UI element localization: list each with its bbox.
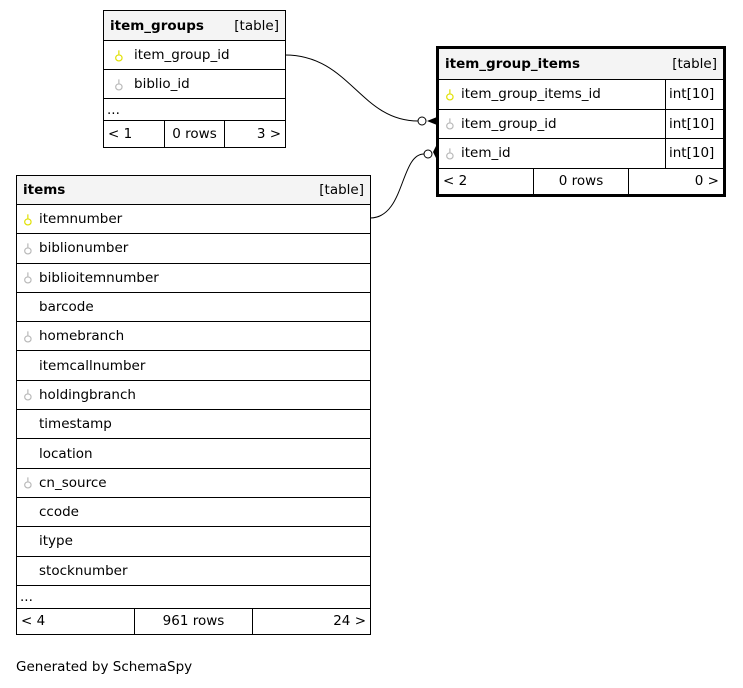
edge-optional-marker xyxy=(417,116,427,126)
primary-key-icon: ⚲ xyxy=(23,211,33,227)
foreign-key-icon: ⚲ xyxy=(114,76,124,92)
foreign-key-icon: ⚲ xyxy=(23,270,33,286)
more-columns[interactable]: ... xyxy=(104,99,285,121)
foreign-key-icon: ⚲ xyxy=(23,328,33,344)
column-name: item_group_id xyxy=(134,47,230,63)
table-kind: [table] xyxy=(319,182,364,198)
column-row[interactable]: barcode xyxy=(17,293,370,323)
foreign-key-icon: ⚲ xyxy=(445,145,455,161)
foreign-key-icon: ⚲ xyxy=(23,387,33,403)
column-name: biblio_id xyxy=(134,76,190,92)
table-footer: < 2 0 rows 0 > xyxy=(439,168,723,194)
column-name: item_group_id xyxy=(461,115,557,132)
column-row[interactable]: ⚲ biblionumber xyxy=(17,234,370,264)
column-name: location xyxy=(39,445,93,462)
column-name: itype xyxy=(39,533,73,550)
column-row[interactable]: ⚲ item_group_items_id int[10] xyxy=(439,80,723,110)
column-row[interactable]: ⚲ item_id int[10] xyxy=(439,139,723,169)
foreign-key-icon: ⚲ xyxy=(23,475,33,491)
parents-count[interactable]: < 1 xyxy=(108,126,133,142)
table-footer: < 1 0 rows 3 > xyxy=(104,121,285,147)
column-row[interactable]: itemcallnumber xyxy=(17,351,370,381)
column-type: int[10] xyxy=(665,80,723,109)
column-row[interactable]: ⚲ item_group_id xyxy=(104,41,285,70)
table-footer: < 4 961 rows 24 > xyxy=(17,608,370,634)
edge-crowfoot-marker xyxy=(427,117,437,125)
column-row[interactable]: itype xyxy=(17,527,370,557)
column-name: item_group_items_id xyxy=(461,86,601,103)
table-kind: [table] xyxy=(234,17,279,34)
edge-items-to-item-group-items xyxy=(369,153,425,219)
column-name: holdingbranch xyxy=(39,386,136,403)
column-name: biblioitemnumber xyxy=(39,269,159,286)
column-name: item_id xyxy=(461,145,511,162)
edge-item-groups-to-item-group-items xyxy=(284,54,419,122)
column-row[interactable]: location xyxy=(17,439,370,469)
column-row[interactable]: ⚲ item_group_id int[10] xyxy=(439,109,723,139)
primary-key-icon: ⚲ xyxy=(445,86,455,102)
table-item-groups[interactable]: item_groups [table] ⚲ item_group_id ⚲ biblio_… xyxy=(103,10,286,148)
column-name: ccode xyxy=(39,504,79,521)
table-name[interactable]: item_group_items xyxy=(445,56,581,72)
column-row[interactable]: ⚲ homebranch xyxy=(17,322,370,352)
column-name: timestamp xyxy=(39,416,112,433)
table-name[interactable]: items xyxy=(23,182,66,198)
foreign-key-icon: ⚲ xyxy=(23,240,33,256)
column-row[interactable]: ⚲ holdingbranch xyxy=(17,381,370,411)
column-type: int[10] xyxy=(665,109,723,138)
children-count[interactable]: 24 > xyxy=(252,608,370,634)
column-row[interactable]: ccode xyxy=(17,498,370,528)
column-row[interactable]: ⚲ biblioitemnumber xyxy=(17,264,370,293)
column-name: itemnumber xyxy=(39,211,123,228)
primary-key-icon: ⚲ xyxy=(114,47,124,63)
table-item-group-items[interactable]: item_group_items [table] ⚲ item_group_items… xyxy=(436,46,726,197)
column-row[interactable]: stocknumber xyxy=(17,557,370,586)
more-columns[interactable]: ... xyxy=(17,586,370,609)
column-row[interactable]: ⚲ cn_source xyxy=(17,469,370,498)
generated-by-label: Generated by SchemaSpy xyxy=(16,659,193,675)
column-row[interactable]: ⚲ biblio_id xyxy=(104,70,285,99)
table-items[interactable]: items [table] ⚲ itemnumber ⚲ biblionumber ⚲ bib… xyxy=(16,175,371,635)
column-row[interactable]: timestamp xyxy=(17,410,370,440)
column-name: cn_source xyxy=(39,474,107,491)
row-count: 961 rows xyxy=(134,608,252,634)
parents-count[interactable]: < 4 xyxy=(21,613,46,630)
children-count[interactable]: 0 > xyxy=(628,168,723,194)
column-row[interactable]: ⚲ itemnumber xyxy=(17,205,370,235)
column-name: homebranch xyxy=(39,328,125,345)
children-count[interactable]: 3 > xyxy=(224,121,285,147)
column-type: int[10] xyxy=(665,139,723,168)
row-count: 0 rows xyxy=(163,121,225,147)
column-name: biblionumber xyxy=(39,240,129,257)
table-kind: [table] xyxy=(672,56,717,72)
table-header[interactable]: item_groups [table] xyxy=(104,11,285,41)
table-header[interactable]: item_group_items [table] xyxy=(439,49,723,80)
row-count: 0 rows xyxy=(533,168,628,194)
table-name[interactable]: item_groups xyxy=(110,17,204,34)
foreign-key-icon: ⚲ xyxy=(445,116,455,132)
column-name: itemcallnumber xyxy=(39,357,146,374)
parents-count[interactable]: < 2 xyxy=(443,173,468,189)
table-header[interactable]: items [table] xyxy=(17,176,370,205)
column-name: stocknumber xyxy=(39,562,128,579)
column-name: barcode xyxy=(39,299,94,316)
edge-optional-marker xyxy=(423,149,433,159)
